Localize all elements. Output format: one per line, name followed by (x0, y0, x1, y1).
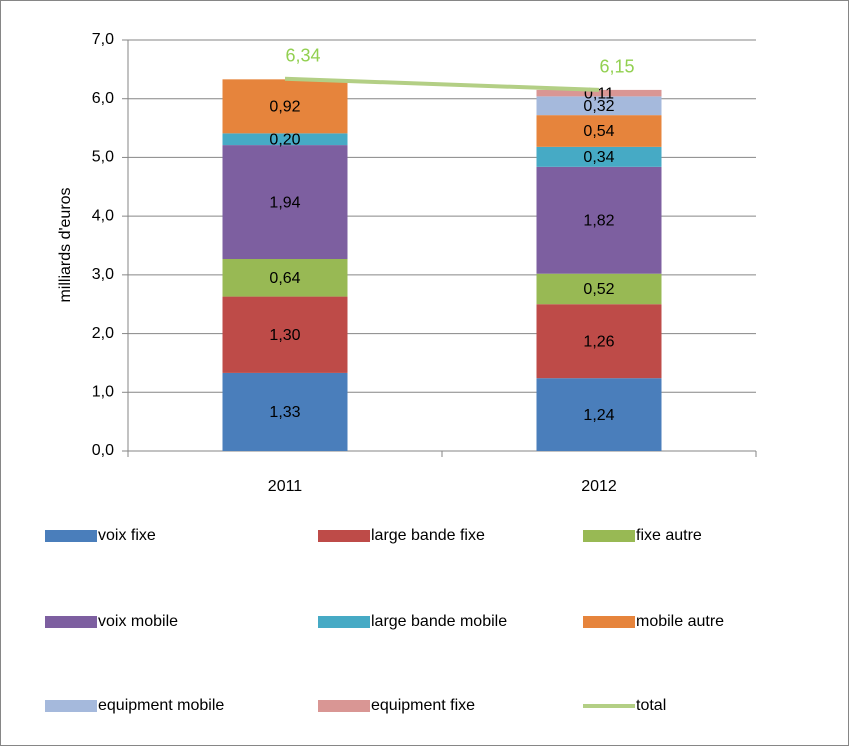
legend-label: total (636, 697, 666, 714)
data-label: 0,52 (583, 281, 614, 298)
bar-segment (536, 304, 662, 379)
bar-segment (536, 166, 662, 274)
y-tick-label: 3,0 (92, 266, 114, 283)
bar-segment (222, 372, 348, 451)
y-tick-label: 2,0 (92, 325, 114, 342)
x-tick-label: 2011 (268, 478, 303, 495)
legend-swatch (318, 530, 370, 542)
legend-swatch (318, 700, 370, 712)
data-label: 1,94 (269, 194, 300, 211)
legend-swatch (45, 700, 97, 712)
bar-segment (222, 259, 348, 297)
data-label: 1,82 (583, 212, 614, 229)
data-label: 0,54 (583, 123, 614, 140)
legend-swatch (45, 530, 97, 542)
bar-segment (536, 96, 662, 116)
data-label: 1,30 (269, 327, 300, 344)
legend-label: mobile autre (636, 613, 724, 630)
legend-swatch (318, 616, 370, 628)
x-tick-label: 2012 (581, 478, 617, 495)
data-label: 0,34 (583, 149, 614, 166)
data-label: 0,20 (269, 131, 300, 148)
bar-segment (536, 115, 662, 147)
total-line (284, 76, 600, 92)
data-label: 0,32 (583, 98, 614, 115)
y-tick-label: 1,0 (92, 384, 114, 401)
legend-label: large bande mobile (371, 613, 507, 630)
bar-segment (222, 133, 348, 146)
bar-segment (222, 79, 348, 134)
legend-label: large bande fixe (371, 527, 485, 544)
total-label: 6,34 (285, 46, 320, 66)
bar-segment (536, 146, 662, 167)
data-label: 1,24 (583, 407, 614, 424)
y-tick-label: 4,0 (92, 207, 114, 224)
legend-swatch (45, 616, 97, 628)
data-label: 1,26 (583, 333, 614, 350)
y-tick-label: 7,0 (92, 31, 114, 48)
legend-label: voix mobile (98, 613, 178, 630)
legend-label: equipment mobile (98, 697, 224, 714)
data-label: 0,64 (269, 270, 300, 287)
bar-segment (536, 89, 662, 97)
y-axis-label: milliards d'euros (57, 187, 74, 302)
data-label: 0,92 (269, 99, 300, 116)
legend-swatch (583, 616, 635, 628)
data-label: 1,33 (269, 404, 300, 421)
legend-label: equipment fixe (371, 697, 475, 714)
bar-segment (536, 273, 662, 305)
y-tick-label: 6,0 (92, 90, 114, 107)
legend-swatch (583, 530, 635, 542)
legend-label: voix fixe (98, 527, 156, 544)
y-tick-label: 0,0 (92, 442, 114, 459)
bar-segment (222, 296, 348, 373)
total-label: 6,15 (599, 57, 634, 77)
legend-label: fixe autre (636, 527, 702, 544)
bar-segment (536, 378, 662, 451)
bar-segment (222, 145, 348, 260)
y-tick-label: 5,0 (92, 149, 114, 166)
